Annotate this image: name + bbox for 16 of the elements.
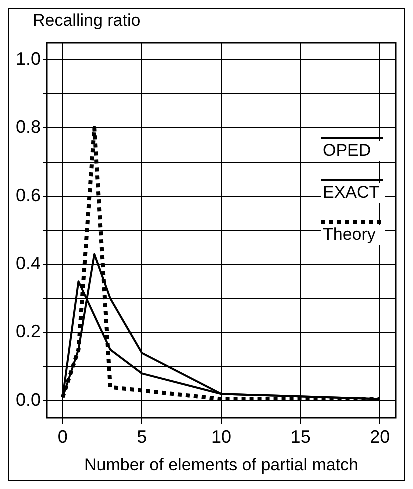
y-tick-label: 0.4 (16, 254, 41, 274)
y-tick-label: 1.0 (16, 49, 41, 70)
y-axis-title: Recalling ratio (33, 11, 141, 30)
legend-label: EXACT (323, 183, 380, 202)
x-tick-label: 10 (211, 426, 232, 447)
y-tick-label: 0.6 (16, 185, 41, 206)
x-tick-label: 0 (58, 426, 68, 447)
y-tick-label: 0.0 (16, 390, 41, 410)
legend-label: Theory (323, 225, 376, 244)
x-tick-label: 20 (370, 426, 390, 447)
y-tick-label: 0.2 (16, 322, 41, 342)
y-tick-label: 0.8 (16, 117, 41, 138)
x-axis-title: Number of elements of partial match (84, 455, 359, 474)
x-tick-label: 5 (137, 426, 148, 447)
x-tick-label: 15 (290, 426, 311, 447)
legend-label: OPED (323, 141, 372, 160)
